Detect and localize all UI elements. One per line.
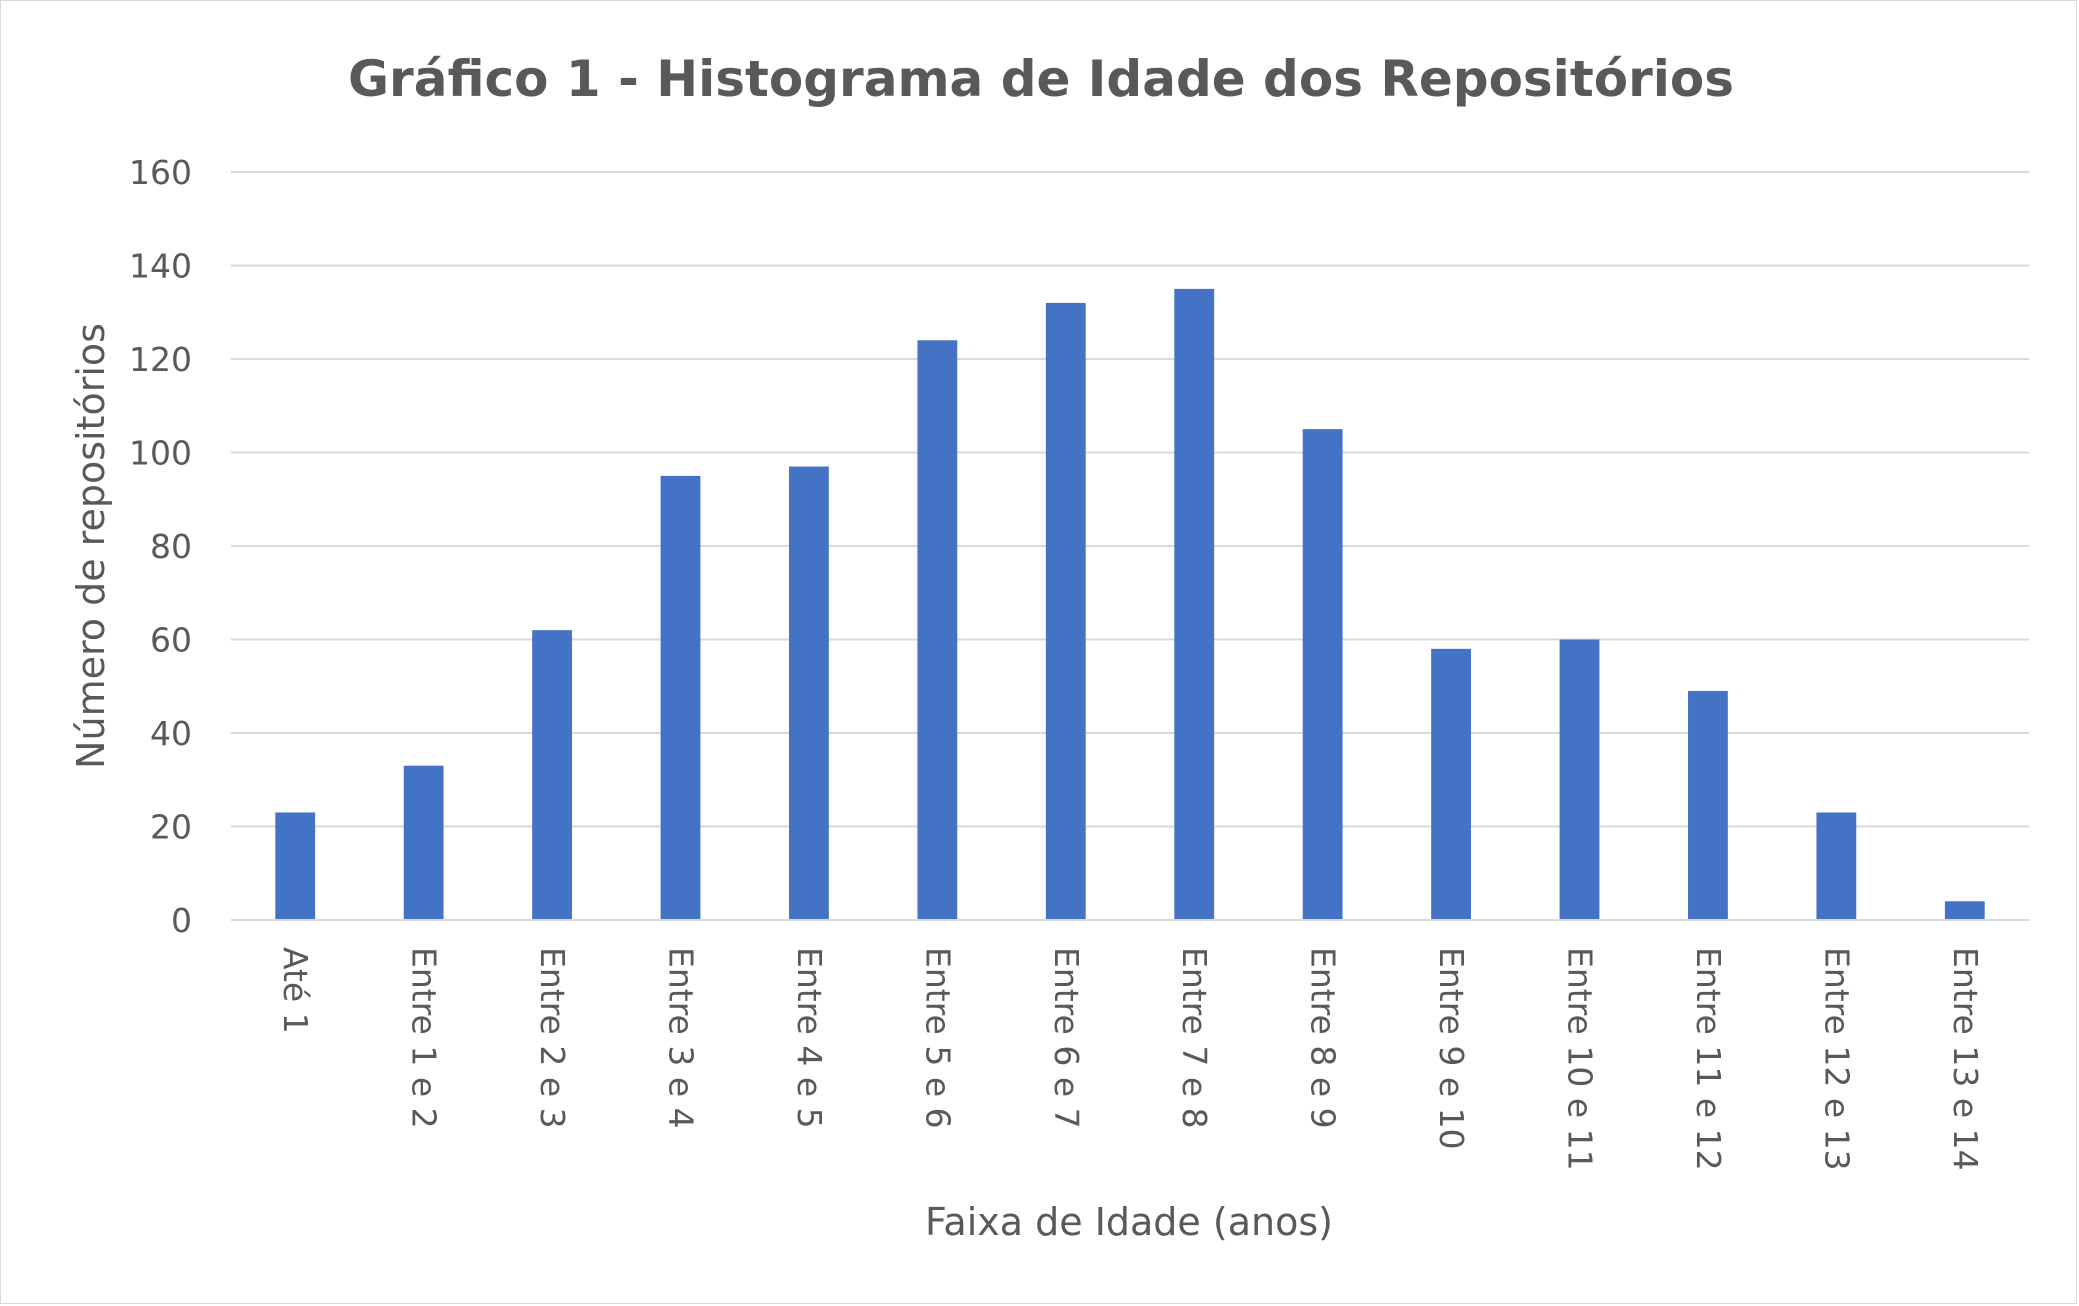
x-tick-label: Entre 7 e 8	[1175, 947, 1214, 1129]
x-axis-tick-labels: Até 1 Entre 1 e 2 Entre 2 e 3 Entre 3 e 4 En…	[276, 947, 1985, 1171]
x-tick-label: Entre 13 e 14	[1946, 947, 1985, 1171]
bar	[1302, 429, 1343, 920]
bar	[1174, 288, 1215, 920]
y-tick-label: 20	[150, 808, 192, 847]
x-tick-label: Até 1	[276, 947, 315, 1034]
x-tick-label: Entre 6 e 7	[1047, 947, 1086, 1129]
x-tick-label: Entre 5 e 6	[918, 947, 957, 1129]
bar	[1045, 302, 1086, 920]
bar	[403, 765, 444, 920]
bar	[1559, 639, 1600, 920]
y-tick-label: 100	[129, 434, 192, 473]
x-tick-label: Entre 8 e 9	[1304, 947, 1343, 1129]
y-tick-label: 80	[150, 527, 192, 566]
y-tick-label: 60	[150, 621, 192, 660]
bar	[789, 466, 829, 920]
y-tick-label: 120	[129, 340, 192, 379]
bar	[1688, 690, 1728, 920]
x-tick-label: Entre 2 e 3	[533, 947, 572, 1129]
y-tick-label: 140	[129, 247, 192, 286]
y-tick-label: 160	[129, 153, 192, 192]
bar	[1431, 648, 1471, 920]
y-tick-label: 40	[150, 714, 192, 753]
bar	[1944, 901, 1985, 920]
x-tick-label: Entre 10 e 11	[1561, 947, 1600, 1171]
bar	[1816, 812, 1857, 920]
x-tick-label: Entre 9 e 10	[1432, 947, 1471, 1150]
bar	[660, 475, 701, 920]
y-axis-title: Número de repositórios	[69, 323, 113, 769]
x-tick-label: Entre 12 e 13	[1817, 947, 1856, 1171]
chart-title: Gráfico 1 - Histograma de Idade dos Repo…	[348, 50, 1734, 108]
x-tick-label: Entre 4 e 5	[790, 947, 829, 1129]
bar	[917, 340, 958, 920]
bar	[532, 630, 572, 920]
x-tick-label: Entre 11 e 12	[1689, 947, 1728, 1171]
x-axis-title: Faixa de Idade (anos)	[925, 1200, 1333, 1244]
gridlines	[231, 171, 2029, 828]
x-tick-label: Entre 1 e 2	[405, 947, 444, 1129]
bars	[275, 288, 1985, 920]
y-tick-label: 0	[171, 901, 192, 940]
y-axis-tick-labels: 0 20 40 60 80 100 120 140 160	[129, 153, 192, 940]
bar	[275, 812, 316, 920]
x-tick-label: Entre 3 e 4	[662, 947, 701, 1129]
